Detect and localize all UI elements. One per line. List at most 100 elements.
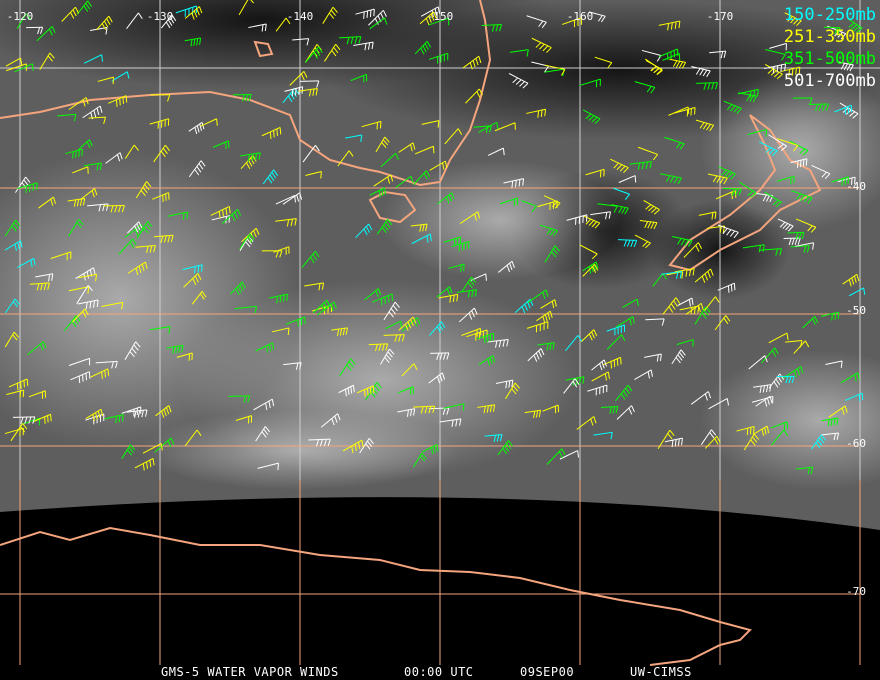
wind-barb <box>90 368 110 379</box>
wind-barb <box>737 88 759 99</box>
wind-barb <box>848 287 866 297</box>
wind-barb <box>840 372 860 384</box>
wind-barb <box>103 204 125 213</box>
wind-barb <box>582 263 599 277</box>
wind-barb <box>526 108 547 118</box>
wind-barb <box>487 147 505 156</box>
wind-barb <box>536 310 553 324</box>
wind-barb <box>789 140 809 156</box>
wind-barb <box>668 106 690 116</box>
wind-barb <box>12 416 36 424</box>
wind-barb <box>210 205 231 219</box>
wind-barb <box>465 88 483 104</box>
wind-barb <box>331 327 348 337</box>
wind-barb <box>764 191 782 208</box>
wind-barb <box>444 128 463 145</box>
wind-barb <box>182 264 203 274</box>
wind-barb <box>704 296 720 311</box>
wind-barb <box>715 190 737 200</box>
wind-barb <box>6 389 25 398</box>
lon-label: -150 <box>426 10 454 23</box>
wind-barb <box>380 152 399 168</box>
wind-barb <box>664 437 683 448</box>
wind-barb <box>16 13 31 29</box>
caption-bar: GMS-5 WATER VAPOR WINDS 00:00 UTC 09SEP0… <box>0 662 880 680</box>
wind-barb <box>155 405 172 418</box>
wind-barb <box>443 403 465 411</box>
wind-barb <box>411 233 432 245</box>
wind-barb <box>191 291 207 305</box>
wind-barb <box>261 250 283 258</box>
wind-barb <box>461 327 482 337</box>
wind-barb <box>768 134 788 151</box>
wind-barb <box>790 245 810 253</box>
wind-barb <box>616 316 635 328</box>
wind-barb <box>429 160 448 171</box>
wind-barb <box>563 378 580 394</box>
wind-barb <box>33 413 52 424</box>
wind-barb <box>787 231 805 240</box>
wind-barb <box>101 301 124 310</box>
product-name: GMS-5 WATER VAPOR WINDS <box>161 665 339 679</box>
wind-barb <box>658 20 681 31</box>
wind-barb <box>356 385 375 397</box>
wind-barb <box>776 138 799 152</box>
wind-barb <box>317 301 337 316</box>
wind-barb <box>637 146 659 161</box>
wind-barb <box>497 440 513 456</box>
wind-barb <box>764 63 786 74</box>
wind-barb <box>126 409 148 419</box>
wind-barb <box>188 121 205 135</box>
wind-barb <box>235 415 253 424</box>
wind-barb <box>565 335 583 352</box>
wind-barb <box>88 116 107 125</box>
wind-barb <box>183 273 202 288</box>
wind-barb <box>380 348 395 365</box>
wind-barb <box>83 162 102 171</box>
wind-barbs <box>4 0 866 475</box>
wind-barb <box>451 240 470 252</box>
wind-barb <box>443 236 462 246</box>
wind-barb <box>275 218 297 227</box>
wind-barb <box>696 82 718 90</box>
wind-barb <box>398 316 417 331</box>
wind-barb <box>664 136 685 150</box>
wind-barb <box>375 136 390 153</box>
source: UW-CIMSS <box>630 665 692 679</box>
wind-barb <box>723 100 742 114</box>
wind-barb <box>544 64 566 76</box>
wind-barb <box>634 81 656 94</box>
wind-barb <box>184 37 202 47</box>
wind-barb <box>338 384 355 397</box>
wind-barb <box>674 107 696 117</box>
wind-barb <box>526 15 547 29</box>
wind-barb <box>305 170 322 179</box>
wind-barb <box>769 42 787 51</box>
wind-barb <box>666 271 684 279</box>
wind-barb <box>477 332 495 344</box>
wind-barb <box>438 293 459 303</box>
wind-barb <box>304 46 323 63</box>
wind-barb <box>124 341 141 360</box>
wind-barb <box>777 218 794 232</box>
wind-barb <box>135 181 152 199</box>
wind-barb <box>26 26 44 35</box>
wind-barb <box>414 40 431 55</box>
wind-barb <box>373 174 394 187</box>
wind-barb <box>810 434 826 450</box>
wind-barb <box>736 425 755 436</box>
wind-barb <box>539 224 558 237</box>
wind-barb <box>397 386 415 395</box>
wind-barb <box>212 140 230 150</box>
wind-barb <box>27 341 47 355</box>
wind-barb <box>149 326 171 334</box>
wind-barb <box>248 23 267 32</box>
coastline-island <box>253 40 274 58</box>
wind-barb <box>339 358 356 377</box>
wind-barb <box>68 219 84 237</box>
wind-barb <box>166 344 184 354</box>
wind-barb <box>16 182 38 193</box>
wind-barb <box>658 48 679 61</box>
wind-barb <box>268 293 289 304</box>
